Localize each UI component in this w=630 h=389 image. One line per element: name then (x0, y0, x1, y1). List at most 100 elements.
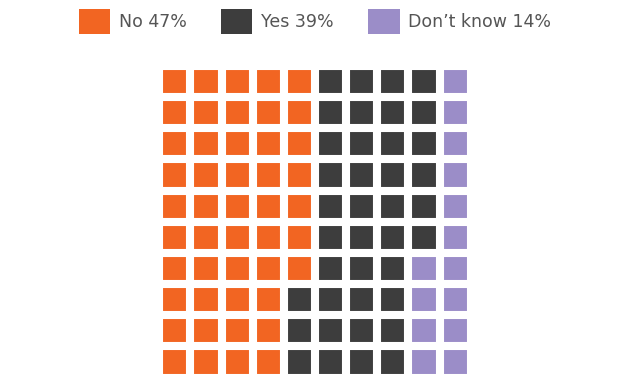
FancyBboxPatch shape (381, 256, 406, 281)
FancyBboxPatch shape (224, 163, 249, 187)
FancyBboxPatch shape (443, 194, 468, 219)
FancyBboxPatch shape (193, 318, 219, 343)
FancyBboxPatch shape (193, 69, 219, 94)
FancyBboxPatch shape (381, 100, 406, 125)
FancyBboxPatch shape (256, 225, 281, 250)
FancyBboxPatch shape (443, 349, 468, 375)
FancyBboxPatch shape (318, 131, 343, 156)
FancyBboxPatch shape (224, 69, 249, 94)
FancyBboxPatch shape (224, 100, 249, 125)
FancyBboxPatch shape (381, 69, 406, 94)
FancyBboxPatch shape (224, 256, 249, 281)
FancyBboxPatch shape (287, 100, 312, 125)
FancyBboxPatch shape (411, 131, 437, 156)
FancyBboxPatch shape (193, 256, 219, 281)
FancyBboxPatch shape (162, 194, 187, 219)
FancyBboxPatch shape (256, 194, 281, 219)
FancyBboxPatch shape (443, 256, 468, 281)
FancyBboxPatch shape (381, 163, 406, 187)
FancyBboxPatch shape (381, 287, 406, 312)
FancyBboxPatch shape (162, 69, 187, 94)
FancyBboxPatch shape (162, 163, 187, 187)
FancyBboxPatch shape (224, 349, 249, 375)
FancyBboxPatch shape (349, 225, 374, 250)
FancyBboxPatch shape (224, 318, 249, 343)
FancyBboxPatch shape (318, 225, 343, 250)
FancyBboxPatch shape (256, 131, 281, 156)
FancyBboxPatch shape (443, 163, 468, 187)
FancyBboxPatch shape (287, 318, 312, 343)
FancyBboxPatch shape (256, 318, 281, 343)
FancyBboxPatch shape (256, 69, 281, 94)
FancyBboxPatch shape (193, 349, 219, 375)
FancyBboxPatch shape (411, 100, 437, 125)
FancyBboxPatch shape (411, 163, 437, 187)
FancyBboxPatch shape (256, 256, 281, 281)
FancyBboxPatch shape (349, 100, 374, 125)
FancyBboxPatch shape (193, 131, 219, 156)
FancyBboxPatch shape (287, 194, 312, 219)
FancyBboxPatch shape (349, 287, 374, 312)
FancyBboxPatch shape (411, 256, 437, 281)
FancyBboxPatch shape (318, 318, 343, 343)
FancyBboxPatch shape (349, 194, 374, 219)
FancyBboxPatch shape (318, 194, 343, 219)
FancyBboxPatch shape (193, 287, 219, 312)
FancyBboxPatch shape (287, 349, 312, 375)
FancyBboxPatch shape (411, 225, 437, 250)
FancyBboxPatch shape (287, 287, 312, 312)
FancyBboxPatch shape (318, 163, 343, 187)
Legend: No 47%, Yes 39%, Don’t know 14%: No 47%, Yes 39%, Don’t know 14% (72, 2, 558, 41)
FancyBboxPatch shape (318, 100, 343, 125)
FancyBboxPatch shape (287, 163, 312, 187)
FancyBboxPatch shape (411, 194, 437, 219)
FancyBboxPatch shape (224, 225, 249, 250)
FancyBboxPatch shape (443, 225, 468, 250)
FancyBboxPatch shape (287, 131, 312, 156)
FancyBboxPatch shape (443, 131, 468, 156)
FancyBboxPatch shape (349, 256, 374, 281)
FancyBboxPatch shape (318, 256, 343, 281)
FancyBboxPatch shape (162, 318, 187, 343)
FancyBboxPatch shape (349, 163, 374, 187)
FancyBboxPatch shape (162, 225, 187, 250)
FancyBboxPatch shape (162, 131, 187, 156)
FancyBboxPatch shape (162, 100, 187, 125)
FancyBboxPatch shape (443, 287, 468, 312)
FancyBboxPatch shape (349, 349, 374, 375)
FancyBboxPatch shape (256, 163, 281, 187)
FancyBboxPatch shape (193, 163, 219, 187)
FancyBboxPatch shape (381, 349, 406, 375)
FancyBboxPatch shape (411, 349, 437, 375)
FancyBboxPatch shape (162, 287, 187, 312)
FancyBboxPatch shape (318, 287, 343, 312)
FancyBboxPatch shape (381, 194, 406, 219)
FancyBboxPatch shape (411, 287, 437, 312)
FancyBboxPatch shape (193, 194, 219, 219)
FancyBboxPatch shape (349, 69, 374, 94)
FancyBboxPatch shape (256, 100, 281, 125)
FancyBboxPatch shape (193, 225, 219, 250)
FancyBboxPatch shape (224, 131, 249, 156)
FancyBboxPatch shape (287, 69, 312, 94)
FancyBboxPatch shape (411, 69, 437, 94)
FancyBboxPatch shape (318, 349, 343, 375)
FancyBboxPatch shape (443, 318, 468, 343)
FancyBboxPatch shape (287, 225, 312, 250)
FancyBboxPatch shape (349, 131, 374, 156)
FancyBboxPatch shape (443, 100, 468, 125)
FancyBboxPatch shape (443, 69, 468, 94)
FancyBboxPatch shape (318, 69, 343, 94)
FancyBboxPatch shape (381, 318, 406, 343)
FancyBboxPatch shape (411, 318, 437, 343)
FancyBboxPatch shape (381, 131, 406, 156)
FancyBboxPatch shape (256, 287, 281, 312)
FancyBboxPatch shape (193, 100, 219, 125)
FancyBboxPatch shape (381, 225, 406, 250)
FancyBboxPatch shape (287, 256, 312, 281)
FancyBboxPatch shape (224, 194, 249, 219)
FancyBboxPatch shape (224, 287, 249, 312)
FancyBboxPatch shape (162, 256, 187, 281)
FancyBboxPatch shape (256, 349, 281, 375)
FancyBboxPatch shape (349, 318, 374, 343)
